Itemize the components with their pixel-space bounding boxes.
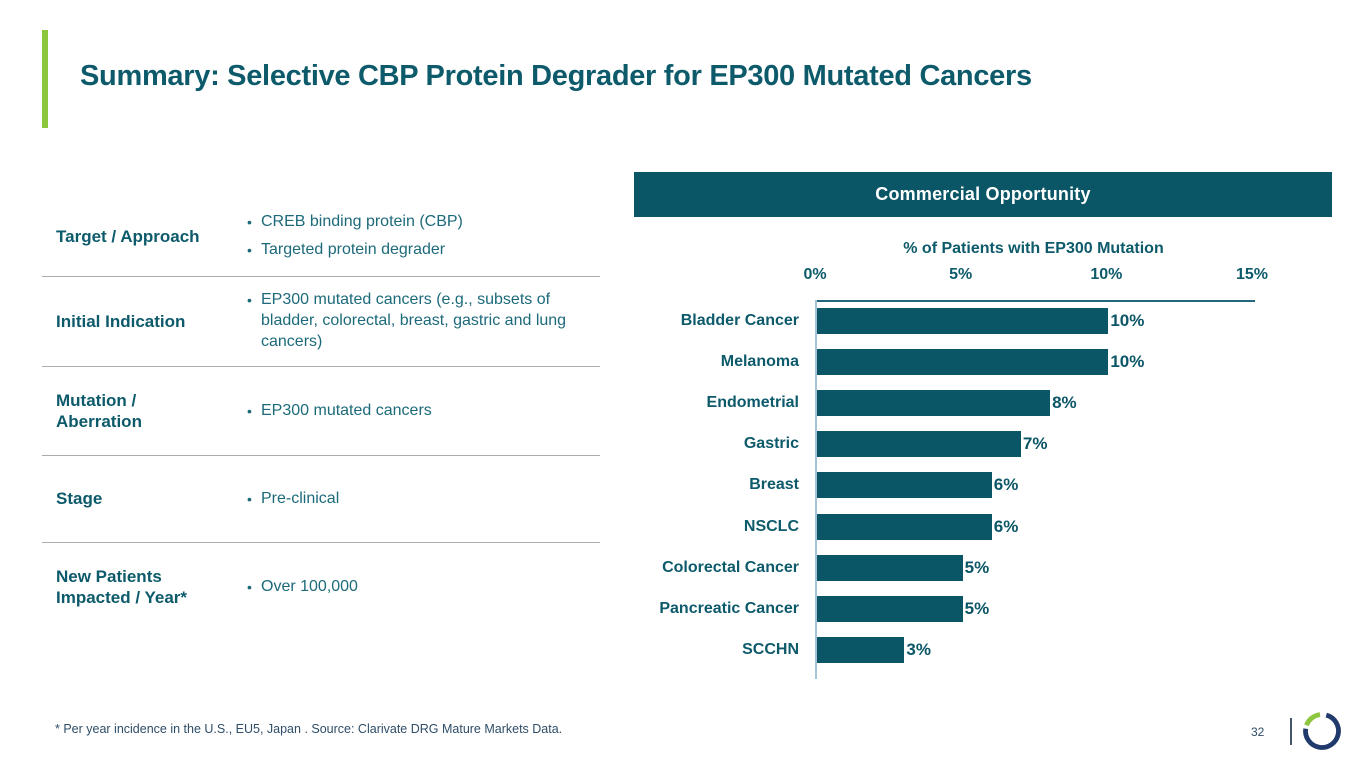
table-row: Target / Approach • CREB binding protein… [42,197,600,277]
table-row-label: Initial Indication [56,311,186,331]
table-row-bullets: • CREB binding protein (CBP) • Targeted … [247,212,600,261]
bar-value-label: 10% [1110,351,1145,371]
table-row-bullets: • EP300 mutated cancers (e.g., subsets o… [247,290,600,352]
bar-value-label: 5% [964,598,990,618]
bullet-item: • EP300 mutated cancers (e.g., subsets o… [247,290,600,352]
table-row-label: Target / Approach [56,226,200,246]
bullet-text: EP300 mutated cancers (e.g., subsets of … [261,291,567,350]
bar-category-label: Bladder Cancer [680,311,799,329]
bar-value-label: 3% [906,640,931,660]
bar-area: 10% [817,348,1254,375]
table-row: Stage • Pre-clinical [42,456,600,543]
bar-category-label: Colorectal Cancer [662,558,799,576]
x-axis-line [815,300,1255,302]
bar-value-label: 6% [993,475,1019,495]
bullet-text: Pre-clinical [261,489,340,507]
chart-title: % of Patients with EP300 Mutation [903,240,1164,257]
chart-bar-row: Breast 6% [634,465,1332,506]
table-row: Mutation / Aberration • EP300 mutated ca… [42,367,600,456]
bullet-dot-icon: • [247,214,252,231]
commercial-opportunity-title: Commercial Opportunity [875,184,1091,204]
x-tick-label: 15% [1235,266,1269,283]
bar [817,637,905,664]
bar-category-label: Gastric [743,435,799,453]
table-row-bullets: • Over 100,000 [247,577,600,598]
bullet-dot-icon: • [247,578,252,595]
bullet-dot-icon: • [247,402,252,419]
summary-table: Target / Approach • CREB binding protein… [42,197,600,631]
bullet-dot-icon: • [247,292,252,309]
footer-divider [1290,718,1292,745]
ep300-mutation-chart: % of Patients with EP300 Mutation 0% 5% 10… [634,240,1332,679]
commercial-opportunity-header: Commercial Opportunity [634,172,1332,217]
bar-area: 10% [817,307,1254,334]
bar [817,595,963,622]
table-row-bullets: • EP300 mutated cancers [247,401,600,422]
chart-bar-row: Pancreatic Cancer 5% [634,588,1332,629]
y-axis-line [815,300,817,679]
bar-area: 5% [817,595,1254,622]
bullet-text: Targeted protein degrader [261,241,446,258]
bar-area: 8% [817,389,1254,416]
table-row-label: Stage [56,489,103,509]
open-ring-logo-icon [1303,712,1341,750]
bullet-item: • Pre-clinical [247,489,600,510]
bar [817,431,1021,458]
bar [817,513,992,540]
bar [817,554,963,581]
chart-bar-row: Gastric 7% [634,424,1332,465]
table-row-label: New Patients Impacted / Year* [56,566,188,607]
bullet-item: • CREB binding protein (CBP) [247,212,600,233]
bullet-dot-icon: • [247,242,252,258]
bullet-item: • Targeted protein degrader [247,240,600,261]
bar-area: 3% [817,637,1254,664]
bar-area: 5% [817,554,1254,581]
bar-category-label: Melanoma [720,352,799,370]
footnote: * Per year incidence in the U.S., EU5, J… [55,722,563,736]
bar-area: 6% [817,513,1254,540]
title-accent-bar [42,30,48,128]
table-row: New Patients Impacted / Year* • Over 100… [42,543,600,631]
chart-plot-area: Bladder Cancer 10% Melanoma 10% Endometr… [634,300,1332,679]
table-row-label: Mutation / Aberration [56,390,142,431]
bar-category-label: NSCLC [743,517,799,535]
chart-bar-row: SCCHN 3% [634,630,1332,671]
bullet-item: • EP300 mutated cancers [247,401,600,422]
bar-area: 7% [817,431,1254,458]
bar-area: 6% [817,472,1254,499]
bullet-text: EP300 mutated cancers [261,401,432,419]
bar-value-label: 10% [1110,310,1145,330]
page-title: Summary: Selective CBP Protein Degrader … [80,60,1032,92]
table-row-bullets: • Pre-clinical [247,489,600,510]
x-tick-label: 5% [949,266,973,283]
chart-bar-row: Bladder Cancer 10% [634,300,1332,341]
chart-bar-row: NSCLC 6% [634,506,1332,547]
bullet-item: • Over 100,000 [247,577,600,598]
bar-value-label: 5% [964,557,990,577]
bar-category-label: Pancreatic Cancer [659,599,799,617]
bullet-text: Over 100,000 [261,577,358,595]
bar [817,307,1109,334]
chart-bar-row: Endometrial 8% [634,382,1332,423]
bar [817,389,1051,416]
bar-value-label: 8% [1052,392,1077,412]
bar-category-label: Breast [749,476,799,494]
x-tick-label: 0% [803,266,827,283]
chart-x-axis-ticks: 0% 5% 10% 15% [803,266,1268,290]
chart-bar-row: Colorectal Cancer 5% [634,547,1332,588]
bar [817,472,992,499]
bar-category-label: Endometrial [706,393,799,411]
table-row: Initial Indication • EP300 mutated cance… [42,277,600,367]
page-number: 32 [1251,725,1265,739]
chart-bar-row: Melanoma 10% [634,341,1332,382]
bar-category-label: SCCHN [742,641,799,659]
bullet-dot-icon: • [247,490,252,507]
bar [817,348,1109,375]
bullet-text: CREB binding protein (CBP) [261,213,463,231]
x-tick-label: 10% [1090,266,1123,283]
bar-value-label: 6% [993,516,1019,536]
bar-value-label: 7% [1022,434,1048,454]
